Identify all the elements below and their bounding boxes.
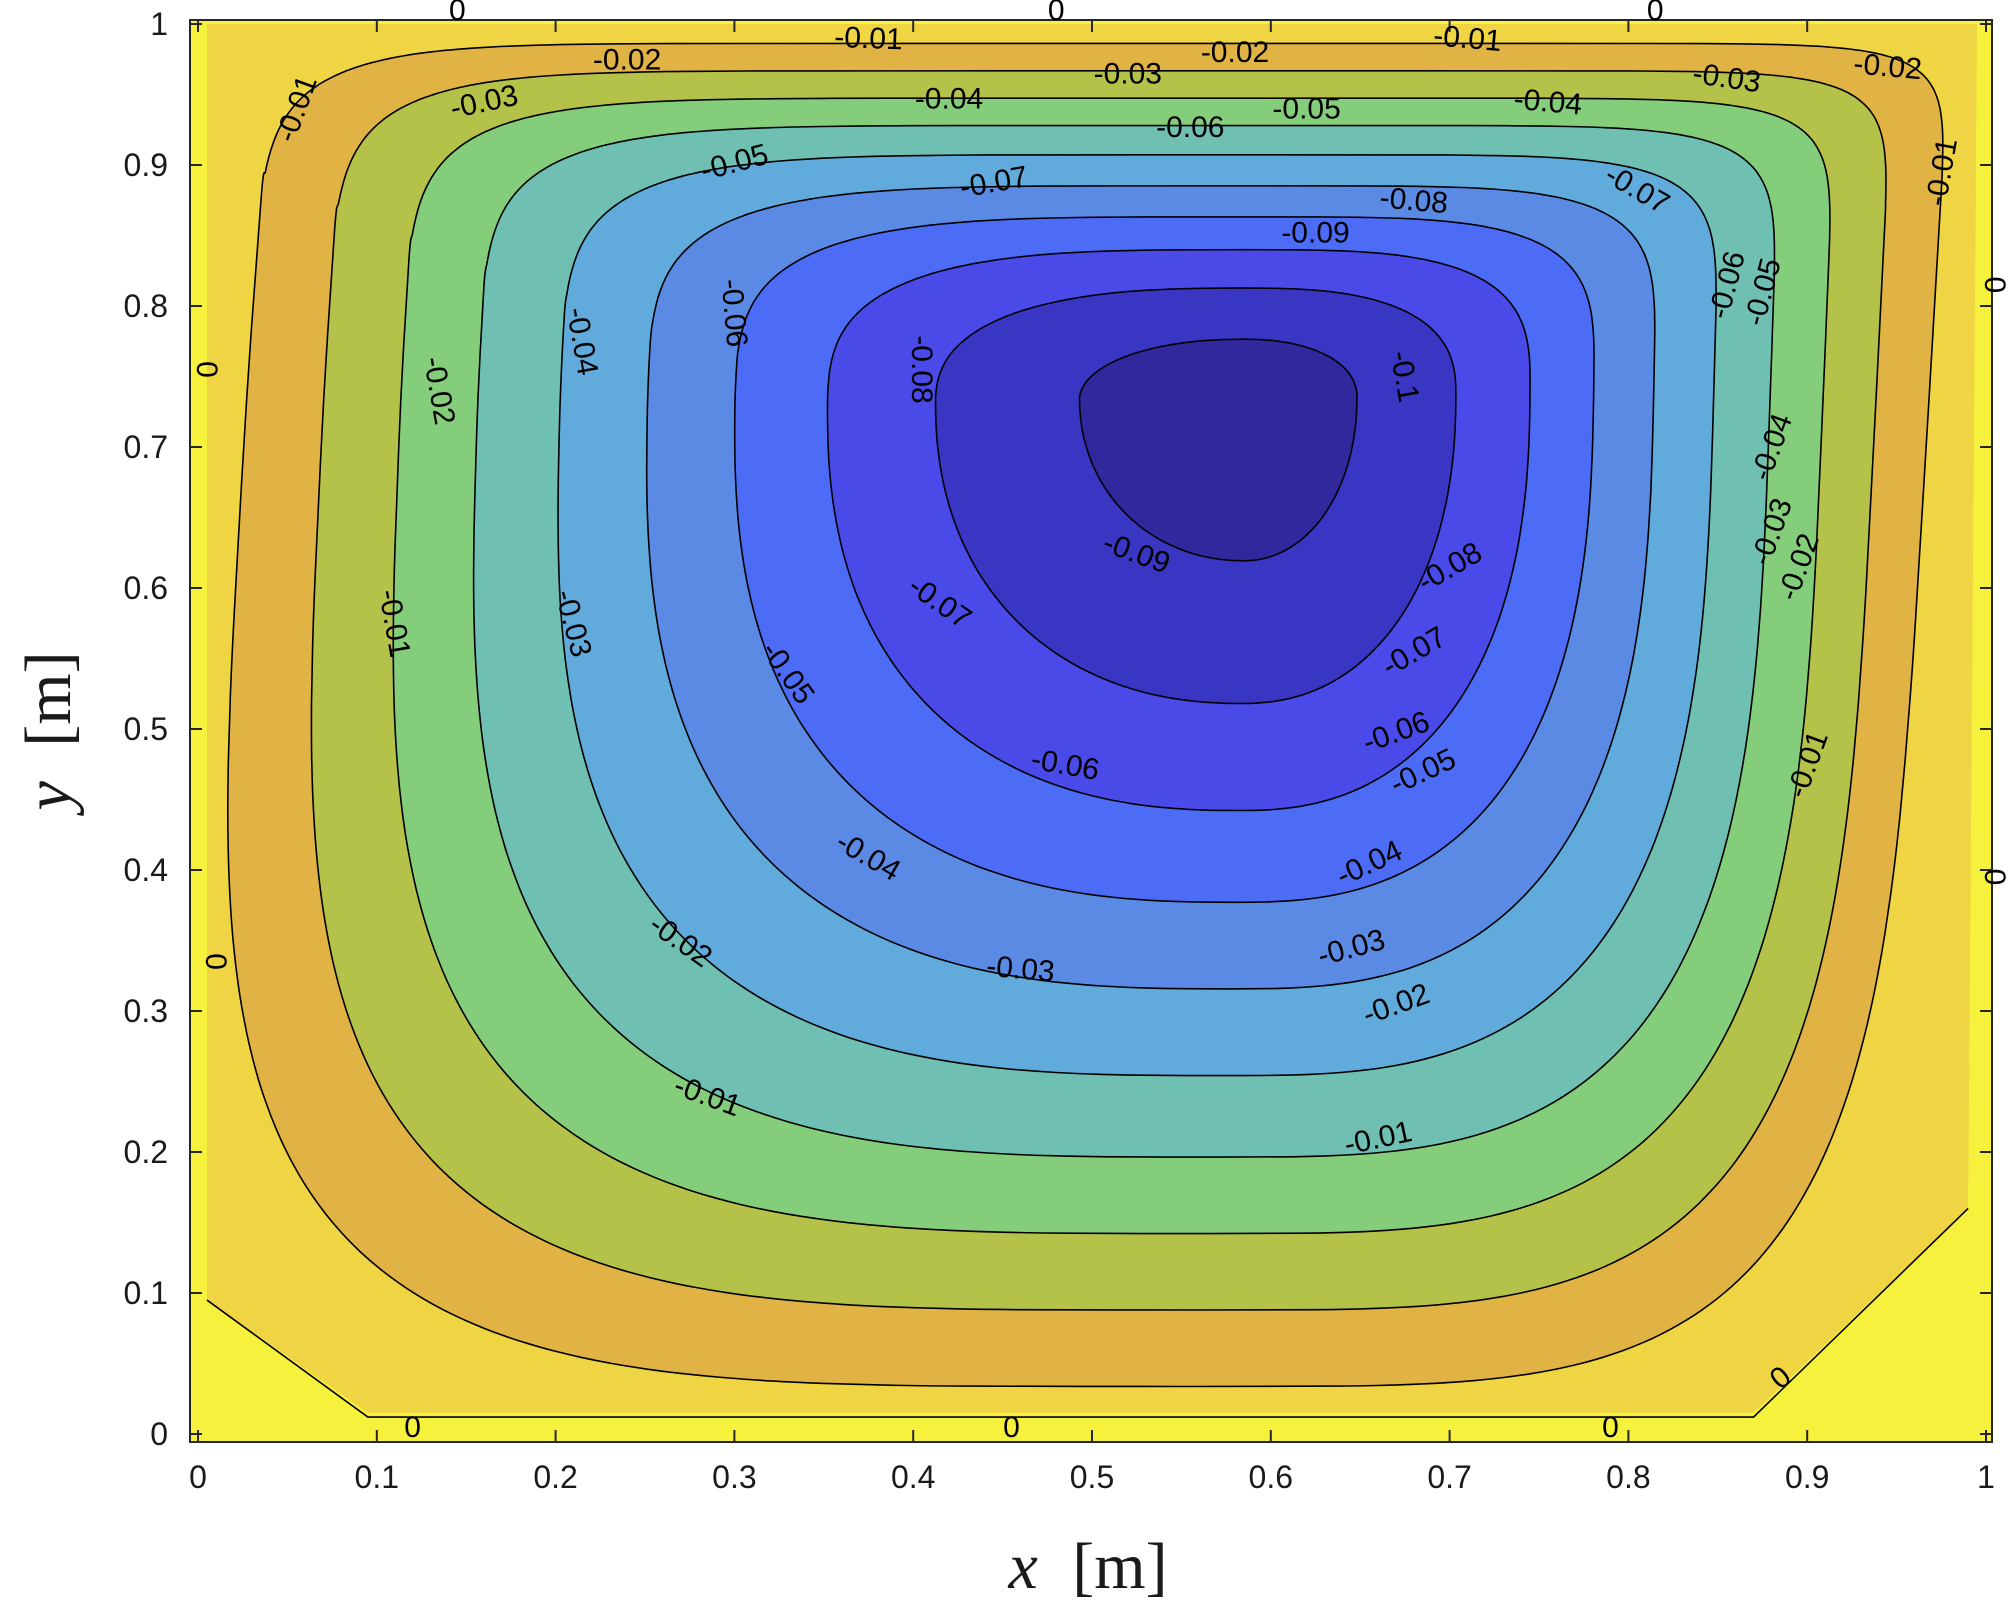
isoline-zero bbox=[206, 1207, 1969, 1418]
contour-label: -0.05 bbox=[1272, 93, 1340, 126]
x-tick-label: 0.8 bbox=[1606, 1459, 1650, 1495]
contour-label: 0 bbox=[1978, 277, 2008, 294]
contour-label: -0.04 bbox=[1512, 83, 1583, 122]
contour-label: -0.08 bbox=[905, 335, 938, 403]
contour-label: 0 bbox=[1048, 0, 1065, 27]
contour-label-text: 0 bbox=[190, 361, 223, 378]
y-tick-label: 1 bbox=[150, 6, 168, 42]
y-tick-label: 0.2 bbox=[124, 1134, 168, 1170]
contour-label-text: -0.02 bbox=[1852, 47, 1923, 86]
contour-label-text: 0 bbox=[1978, 869, 2008, 886]
x-tick-label: 0.6 bbox=[1249, 1459, 1293, 1495]
y-tick-label: 0.8 bbox=[124, 288, 168, 324]
isoline--0.1 bbox=[1078, 338, 1358, 562]
contour-label-text: 0 bbox=[449, 0, 466, 27]
contour-label-text: -0.03 bbox=[985, 950, 1056, 989]
contour-label-text: -0.08 bbox=[905, 335, 938, 403]
contour-label-text: 0 bbox=[404, 1411, 421, 1444]
contour-lines bbox=[206, 42, 1969, 1418]
y-tick-label: 0.9 bbox=[124, 147, 168, 183]
x-tick-label: 0.9 bbox=[1785, 1459, 1829, 1495]
x-axis-label: x [m] bbox=[1007, 1530, 1167, 1603]
contour-label-text: 0 bbox=[1602, 1411, 1619, 1444]
isoline--0.08 bbox=[826, 248, 1531, 812]
contour-label-text: -0.09 bbox=[1281, 217, 1349, 250]
fill-level--0.1 bbox=[1079, 339, 1357, 561]
y-tick-label: 0.5 bbox=[124, 711, 168, 747]
contour-label: -0.02 bbox=[1201, 36, 1269, 69]
contour-label-text: -0.08 bbox=[1378, 181, 1449, 220]
isoline--0.07 bbox=[733, 216, 1595, 904]
x-tick-label: 0.5 bbox=[1070, 1459, 1114, 1495]
contour-label: 0 bbox=[1647, 0, 1664, 27]
contour-label: 0 bbox=[190, 361, 223, 378]
y-tick-label: 0.1 bbox=[124, 1275, 168, 1311]
contour-label: 0 bbox=[1978, 869, 2008, 886]
isoline--0.04 bbox=[472, 124, 1776, 1158]
contour-label-text: -0.05 bbox=[1272, 93, 1340, 126]
x-tick-label: 0 bbox=[189, 1459, 207, 1495]
contour-label: 0 bbox=[199, 953, 232, 970]
contour-label-text: -0.04 bbox=[915, 83, 983, 116]
contour-label-text: -0.03 bbox=[1094, 57, 1162, 90]
x-tick-label: 1 bbox=[1977, 1459, 1995, 1495]
contour-label-text: -0.02 bbox=[593, 43, 661, 76]
contour-label: -0.02 bbox=[593, 43, 661, 76]
y-axis-label: y [m] bbox=[12, 651, 85, 816]
contour-label-text: 0 bbox=[199, 953, 232, 970]
y-axis-unit: [m] bbox=[12, 651, 85, 746]
contour-label-text: -0.04 bbox=[1512, 83, 1583, 122]
contour-label-text: -0.02 bbox=[1201, 36, 1269, 69]
contour-label: 0 bbox=[404, 1411, 421, 1444]
isoline--0.09 bbox=[934, 287, 1457, 705]
contour-label-text: 0 bbox=[1048, 0, 1065, 27]
x-tick-label: 0.4 bbox=[891, 1459, 935, 1495]
contour-label-text: 0 bbox=[1003, 1411, 1020, 1444]
isoline--0.06 bbox=[645, 184, 1656, 990]
x-tick-label: 0.7 bbox=[1427, 1459, 1471, 1495]
contour-label: 0 bbox=[1602, 1411, 1619, 1444]
contour-label: -0.03 bbox=[1094, 57, 1162, 90]
contour-fills bbox=[190, 20, 1992, 1442]
axis-ticks: 0 0.1 0.2 0.3 0.4 0.5 0.6 0.7 0.8 0.9 100.10.20.30… bbox=[124, 6, 1995, 1495]
contour-label: -0.04 bbox=[915, 83, 983, 116]
contour-label: -0.03 bbox=[985, 950, 1056, 989]
contour-label-text: -0.01 bbox=[1432, 19, 1503, 58]
y-tick-label: 0 bbox=[150, 1416, 168, 1452]
contour-label: -0.02 bbox=[1852, 47, 1923, 86]
contour-label-text: 0 bbox=[1647, 0, 1664, 27]
x-tick-label: 0.1 bbox=[355, 1459, 399, 1495]
isoline--0.01 bbox=[226, 42, 1944, 1388]
x-tick-label: 0.2 bbox=[533, 1459, 577, 1495]
contour-label: 0 bbox=[1003, 1411, 1020, 1444]
contour-label-text: -0.06 bbox=[714, 278, 753, 349]
contour-label: -0.09 bbox=[1281, 217, 1349, 250]
x-axis-variable: x bbox=[1007, 1530, 1037, 1603]
y-axis-variable: y bbox=[12, 781, 85, 817]
contour-label: -0.08 bbox=[1378, 181, 1449, 220]
x-tick-label: 0.3 bbox=[712, 1459, 756, 1495]
y-tick-label: 0.3 bbox=[124, 993, 168, 1029]
isoline--0.03 bbox=[392, 97, 1831, 1235]
contour-label-text: 0 bbox=[1978, 277, 2008, 294]
x-axis-unit: [m] bbox=[1072, 1530, 1167, 1603]
isoline--0.05 bbox=[557, 154, 1717, 1077]
y-tick-label: 0.7 bbox=[124, 429, 168, 465]
contour-label: 0 bbox=[449, 0, 466, 27]
contour-label: -0.01 bbox=[1432, 19, 1503, 58]
contour-label-text: -0.06 bbox=[1156, 111, 1224, 144]
contour-label: -0.01 bbox=[834, 21, 904, 56]
y-tick-label: 0.4 bbox=[124, 852, 168, 888]
y-tick-label: 0.6 bbox=[124, 570, 168, 606]
contour-label: -0.06 bbox=[1156, 111, 1224, 144]
isoline--0.02 bbox=[310, 70, 1887, 1311]
contour-label: -0.06 bbox=[714, 278, 753, 349]
contour-label-text: -0.01 bbox=[834, 21, 904, 56]
